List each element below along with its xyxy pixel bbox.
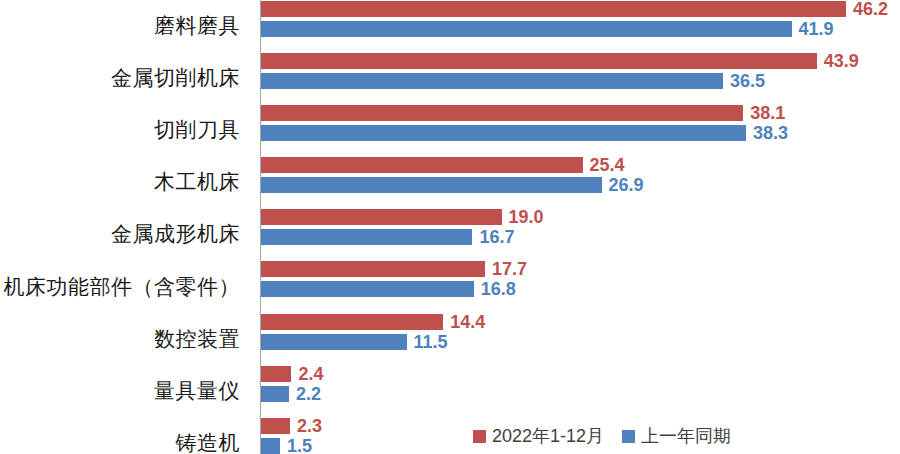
bar-prev-year: 2.2 xyxy=(261,386,289,402)
bar-chart: 磨料磨具46.241.9金属切削机床43.936.5切削刀具38.138.3木工… xyxy=(0,0,900,454)
bar-prev-year: 38.3 xyxy=(261,125,746,141)
category-row: 数控装置14.411.5 xyxy=(0,313,900,365)
bar-2022: 38.1 xyxy=(261,105,743,121)
category-label: 木工机床 xyxy=(0,156,240,208)
value-label-prev-year: 26.9 xyxy=(609,175,644,196)
bar-2022: 25.4 xyxy=(261,157,583,173)
category-row: 磨料磨具 46.2 41.9 xyxy=(0,0,900,52)
chart-legend: 2022年1-12月 上一年同期 xyxy=(473,424,731,448)
legend-swatch-2022-icon xyxy=(473,430,486,443)
bar-prev-year: 1.5 xyxy=(261,438,280,454)
value-label-2022: 17.7 xyxy=(492,259,527,280)
value-label-2022: 14.4 xyxy=(450,311,485,332)
category-label: 金属切削机床 xyxy=(0,52,240,104)
bar-prev-year: 16.7 xyxy=(261,229,472,245)
bar-pair: 38.138.3 xyxy=(261,104,900,141)
category-label: 数控装置 xyxy=(0,313,240,365)
bar-pair: 17.716.8 xyxy=(261,260,900,297)
category-label: 铸造机 xyxy=(0,417,240,454)
value-label-2022: 2.3 xyxy=(297,415,322,436)
category-row: 木工机床25.426.9 xyxy=(0,156,900,208)
bar-pair: 2.42.2 xyxy=(261,365,900,402)
bar-pair: 14.411.5 xyxy=(261,313,900,350)
y-axis-line xyxy=(260,0,261,454)
bar-2022: 46.2 xyxy=(261,1,846,17)
value-label-2022: 19.0 xyxy=(509,207,544,228)
category-row: 铸造机2.31.5 xyxy=(0,417,900,454)
bar-pair: 25.426.9 xyxy=(261,156,900,193)
category-label: 量具量仪 xyxy=(0,365,240,417)
value-label-prev-year: 2.2 xyxy=(296,383,321,404)
category-label: 机床功能部件（含零件） xyxy=(0,260,240,312)
bar-pair: 19.016.7 xyxy=(261,208,900,245)
bar-pair: 43.9 36.5 xyxy=(261,52,900,89)
value-label-2022: 38.1 xyxy=(750,103,785,124)
bar-2022: 17.7 xyxy=(261,261,485,277)
category-label: 磨料磨具 xyxy=(0,0,240,52)
category-row: 金属成形机床19.016.7 xyxy=(0,208,900,260)
bar-2022: 14.4 xyxy=(261,314,443,330)
legend-label-prev-year: 上一年同期 xyxy=(641,424,731,448)
category-row: 机床功能部件（含零件）17.716.8 xyxy=(0,260,900,312)
bar-2022: 43.9 xyxy=(261,53,817,69)
value-label-2022: 25.4 xyxy=(590,155,625,176)
bar-prev-year: 11.5 xyxy=(261,334,407,350)
value-label-prev-year: 16.8 xyxy=(481,279,516,300)
legend-swatch-prev-year-icon xyxy=(622,430,635,443)
value-label-prev-year: 11.5 xyxy=(414,331,448,352)
bar-2022: 19.0 xyxy=(261,209,502,225)
value-label-prev-year: 41.9 xyxy=(799,19,834,40)
bar-prev-year: 36.5 xyxy=(261,73,723,89)
legend-entry-prev-year: 上一年同期 xyxy=(622,424,731,448)
value-label-prev-year: 16.7 xyxy=(479,227,514,248)
value-label-2022: 43.9 xyxy=(824,51,859,72)
value-label-prev-year: 36.5 xyxy=(730,71,765,92)
legend-label-2022: 2022年1-12月 xyxy=(492,424,604,448)
legend-entry-2022: 2022年1-12月 xyxy=(473,424,604,448)
bar-prev-year: 26.9 xyxy=(261,177,602,193)
value-label-prev-year: 38.3 xyxy=(753,123,788,144)
value-label-prev-year: 1.5 xyxy=(287,435,312,454)
category-row: 切削刀具38.138.3 xyxy=(0,104,900,156)
category-row: 金属切削机床 43.9 36.5 xyxy=(0,52,900,104)
value-label-2022: 46.2 xyxy=(853,0,888,20)
bar-2022: 2.4 xyxy=(261,366,291,382)
category-label: 切削刀具 xyxy=(0,104,240,156)
value-label-2022: 2.4 xyxy=(298,363,323,384)
bar-prev-year: 41.9 xyxy=(261,21,792,37)
chart-canvas: 磨料磨具46.241.9金属切削机床43.936.5切削刀具38.138.3木工… xyxy=(0,0,900,454)
bar-prev-year: 16.8 xyxy=(261,281,474,297)
category-row: 量具量仪2.42.2 xyxy=(0,365,900,417)
bar-pair: 46.2 41.9 xyxy=(261,0,900,37)
category-label: 金属成形机床 xyxy=(0,208,240,260)
bar-2022: 2.3 xyxy=(261,418,290,434)
